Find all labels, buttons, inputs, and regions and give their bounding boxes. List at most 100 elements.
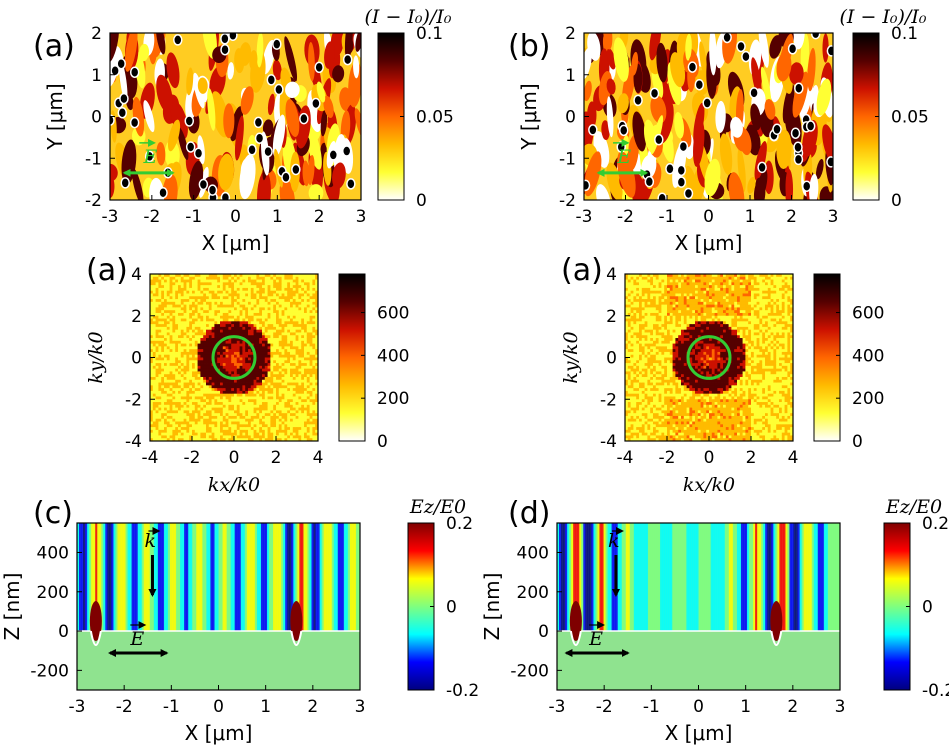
y-tick-label: 0 <box>606 349 617 369</box>
x-axis-label: X [μm] <box>185 721 253 745</box>
colorbar-tick-label: 200 <box>852 389 884 409</box>
colorbar: 0 0.05 0.1(I − I₀)/I₀ <box>365 6 454 211</box>
light-cone-circle <box>211 335 257 380</box>
colorbar-tick-label: 0 <box>852 432 863 452</box>
e-field-symbol: E <box>616 146 631 168</box>
colorbar-tick-label: 200 <box>377 389 409 409</box>
y-tick-label: 200 <box>37 583 69 603</box>
colorbar-tick-label: 0.1 <box>416 24 443 44</box>
x-tick-label: -3 <box>102 207 119 227</box>
colorbar-gradient <box>813 273 841 442</box>
y-axis-label: Y [μm] <box>43 83 67 150</box>
y-tick-label: 400 <box>517 543 549 563</box>
x-tick-label: -2 <box>596 697 613 717</box>
x-tick-label: -3 <box>549 697 566 717</box>
panel-label: (d) <box>508 496 550 531</box>
x-tick-label: -2 <box>184 448 201 468</box>
x-tick-label: -3 <box>69 697 86 717</box>
e-field-symbol: E <box>588 628 603 650</box>
colorbar-tick-label: 0 <box>416 191 427 211</box>
x-axis-label: X [μm] <box>202 231 270 255</box>
x-tick-label: 2 <box>786 207 797 227</box>
y-axis-label: Z [nm] <box>480 573 504 641</box>
x-tick-label: 0 <box>213 697 224 717</box>
colorbar-tick-label: 0.2 <box>446 514 473 534</box>
y-tick-label: -1 <box>85 149 102 169</box>
colorbar: 0 200 400 600 <box>338 273 409 452</box>
x-tick-label: 4 <box>788 448 799 468</box>
y-tick-label: -4 <box>600 432 617 452</box>
x-tick-label: 2 <box>787 697 798 717</box>
colorbar-tick-label: 0.2 <box>922 514 949 534</box>
k-vector-symbol: k <box>144 530 156 552</box>
x-tick-label: 0 <box>229 448 240 468</box>
y-tick-label: 200 <box>517 583 549 603</box>
x-tick-label: -3 <box>576 207 593 227</box>
colorbar-tick-label: 0.1 <box>891 24 918 44</box>
heatmap-image <box>77 523 360 690</box>
y-tick-label: 4 <box>606 265 617 285</box>
e-field-symbol: E <box>142 146 157 168</box>
x-axis-label: X [μm] <box>675 231 743 255</box>
y-tick-label: 2 <box>131 307 142 327</box>
y-tick-label: 0 <box>91 108 102 128</box>
panel-c: -3 -2 -1 0 1 2 3 -200 0 200 400 X [μm] Z [nm] (c) -0.2… <box>0 496 479 745</box>
y-tick-label: 0 <box>565 108 576 128</box>
x-tick-label: 2 <box>271 448 282 468</box>
colorbar-tick-label: 0 <box>377 432 388 452</box>
y-tick-label: -1 <box>559 149 576 169</box>
x-tick-label: -2 <box>143 207 160 227</box>
x-tick-label: -4 <box>617 448 634 468</box>
wave-annotation: kE <box>108 527 169 657</box>
colorbar: -0.2 0 0.2Ez/E0 <box>407 496 479 701</box>
colorbar-tick-label: 600 <box>852 304 884 324</box>
colorbar: 0 0.05 0.1(I − I₀)/I₀ <box>840 6 929 211</box>
x-tick-label: 3 <box>356 207 367 227</box>
x-tick-label: 0 <box>704 448 715 468</box>
x-tick-label: 0 <box>693 697 704 717</box>
x-tick-label: -1 <box>643 697 660 717</box>
colorbar-tick-label: 400 <box>377 346 409 366</box>
colorbar-tick-label: 0.05 <box>416 108 454 128</box>
e-field-symbol: E <box>129 628 144 650</box>
polarization-annotation: E <box>596 138 649 177</box>
y-tick-label: -200 <box>510 661 549 681</box>
y-tick-label: 1 <box>91 66 102 86</box>
panel-label: (c) <box>33 496 73 531</box>
colorbar-gradient <box>883 522 911 691</box>
panel-label: (a) <box>86 253 128 288</box>
x-tick-label: -4 <box>142 448 159 468</box>
y-tick-label: -2 <box>559 191 576 211</box>
heatmap-image <box>150 274 318 441</box>
x-tick-label: 2 <box>307 697 318 717</box>
y-tick-label: 400 <box>37 543 69 563</box>
x-tick-label: 1 <box>260 697 271 717</box>
colorbar-gradient <box>338 273 366 442</box>
colorbar: -0.2 0 0.2Ez/E0 <box>883 496 949 701</box>
colorbar-gradient <box>377 32 405 201</box>
y-tick-label: -2 <box>85 191 102 211</box>
colorbar-gradient <box>407 522 435 691</box>
x-tick-label: 1 <box>740 697 751 717</box>
panel-label: (b) <box>508 29 550 64</box>
heatmap-image <box>625 274 793 441</box>
colorbar-tick-label: -0.2 <box>446 681 479 701</box>
x-tick-label: 3 <box>355 697 366 717</box>
y-tick-label: 0 <box>131 349 142 369</box>
x-tick-label: 1 <box>745 207 756 227</box>
x-tick-label: 3 <box>828 207 839 227</box>
heatmap-image <box>110 33 361 200</box>
colorbar-title: Ez/E0 <box>409 496 466 518</box>
x-axis-label: X [μm] <box>665 721 733 745</box>
y-tick-label: -200 <box>30 661 69 681</box>
x-tick-label: -1 <box>163 697 180 717</box>
light-cone-circle <box>686 335 732 380</box>
heatmap-image <box>557 523 840 690</box>
x-tick-label: 2 <box>314 207 325 227</box>
colorbar-title: (I − I₀)/I₀ <box>365 6 452 28</box>
y-axis-label: ky/k0 <box>85 331 107 383</box>
y-tick-label: 2 <box>565 24 576 44</box>
